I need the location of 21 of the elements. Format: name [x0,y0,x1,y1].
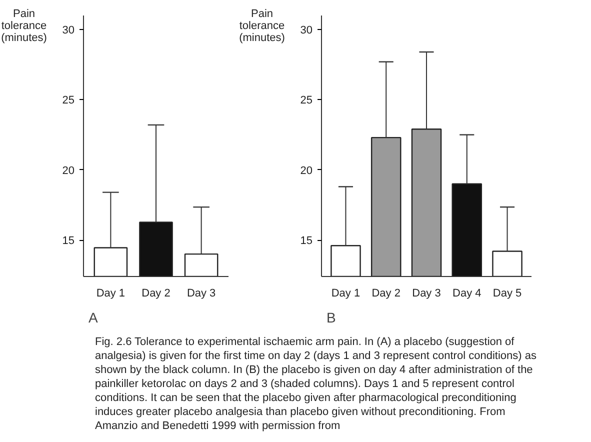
x-tick-label: Day 1 [331,288,360,300]
y-tick-label: 25 [62,94,75,107]
x-tick-label: Day 3 [412,288,441,300]
y-tick-label: 20 [62,164,75,177]
y-axis-title: Pain tolerance (minutes) [1,8,47,44]
y-tick-label: 30 [62,24,75,37]
text: A [88,310,98,326]
caption: Fig. 2.6 Tolerance to experimental ischaemic arm pain. In (A) a placebo (suggestion of analgesia) is given for the first time on day 2 (days 1 and 3 represent control conditions) as shown by the black column. In (B) the placebo is given on day 4 after administration of the painkiller ketorolac on days 2 and 3 (shaded columns). Days 1 and 5 represent control conditions. It can be seen that the placebo given after pharmacological preconditioning induces greater placebo analgesia than placebo given without preconditioning. From Amanzio and Benedetti 1999 with permission from [95,335,538,433]
y-tick-label: 15 [300,235,313,248]
y-tick-label: 25 [300,94,313,107]
x-tick-label: Day 5 [492,288,522,300]
y-tick-label: 15 [62,235,75,248]
x-tick-label: Day 1 [96,288,126,300]
y-tick-label: 20 [300,164,313,177]
x-tick-label: Day 2 [372,288,400,300]
x-tick-label: Day 3 [186,288,216,300]
text: B [326,310,336,326]
x-tick-label: Day 4 [452,288,482,300]
x-tick-label: Day 2 [142,288,170,300]
y-tick-label: 30 [300,24,313,37]
y-axis-title: Pain tolerance (minutes) [239,8,285,44]
